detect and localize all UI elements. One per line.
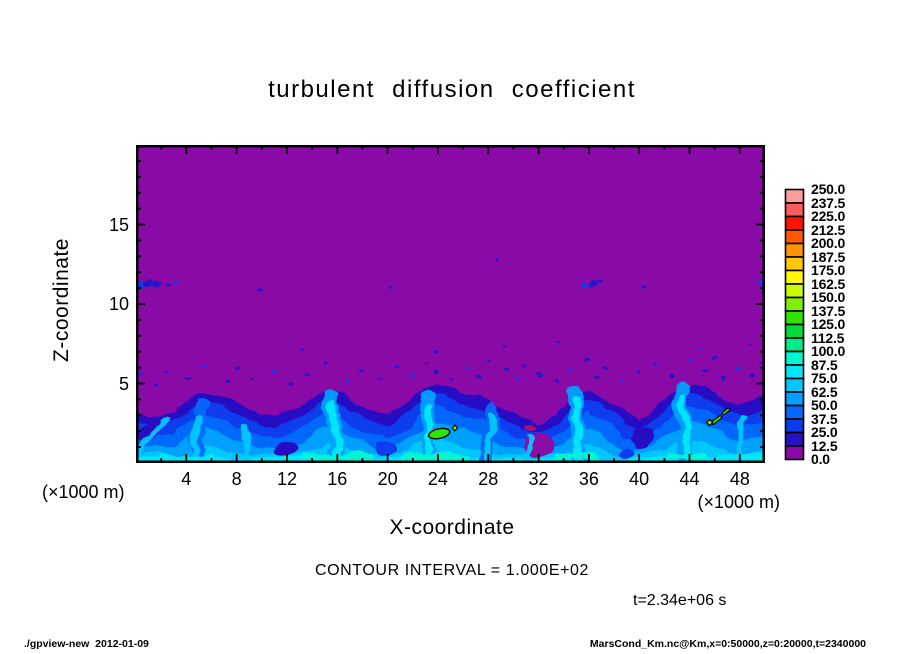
colorbar-tick-label: 87.5 bbox=[811, 356, 838, 373]
y-axis-label: Z-coordinate bbox=[50, 238, 73, 362]
colorbar-tick-label: 75.0 bbox=[811, 370, 838, 386]
x-tick-label: 4 bbox=[181, 469, 192, 489]
colorbar-tick-label: 0.0 bbox=[811, 451, 830, 467]
colorbar-tick-label: 25.0 bbox=[811, 424, 838, 440]
field-specks bbox=[136, 259, 765, 386]
y-tick-label: 15 bbox=[108, 214, 129, 235]
colorbar-tick-label: 200.0 bbox=[811, 235, 846, 251]
colorbar-swatches-svg bbox=[784, 188, 805, 461]
colorbar-tick-label: 250.0 bbox=[811, 181, 846, 197]
colorbar-tick-label: 62.5 bbox=[811, 383, 838, 400]
x-tick-label: 12 bbox=[276, 469, 297, 489]
colorbar-tick-label: 37.5 bbox=[811, 410, 838, 427]
y-axis-unit-label: (×1000 m) bbox=[42, 482, 125, 502]
chart-title: turbulent diffusion coefficient bbox=[268, 76, 636, 103]
y-tick-label: 5 bbox=[118, 373, 129, 394]
footer-datasource: MarsCond_Km.nc@Km,x=0:50000,z=0:20000,t=… bbox=[589, 638, 866, 650]
x-tick-label: 32 bbox=[528, 469, 549, 489]
colorbar-tick-label: 50.0 bbox=[811, 397, 838, 413]
footer-command: ./gpview-new 2012-01-09 bbox=[24, 638, 149, 650]
colorbar-tick-label: 100.0 bbox=[811, 343, 846, 359]
x-axis-label: X-coordinate bbox=[389, 516, 515, 539]
colorbar-tick-label: 237.5 bbox=[811, 194, 846, 211]
colorbar-tick-label: 225.0 bbox=[811, 208, 846, 224]
x-tick-label: 44 bbox=[679, 469, 700, 489]
plot-area-svg bbox=[136, 145, 765, 463]
colorbar-tick-label: 162.5 bbox=[811, 275, 846, 292]
x-tick-label: 20 bbox=[377, 469, 398, 489]
colorbar-tick-label: 150.0 bbox=[811, 289, 846, 305]
field-layers bbox=[136, 380, 765, 463]
time-annotation: t=2.34e+06 s bbox=[633, 592, 727, 609]
y-tick-label: 10 bbox=[108, 294, 129, 314]
x-tick-label: 16 bbox=[327, 469, 348, 489]
colorbar-tick-label: 12.5 bbox=[811, 437, 838, 454]
contour-interval-note: CONTOUR INTERVAL = 1.000E+02 bbox=[314, 562, 590, 579]
x-tick-label: 8 bbox=[231, 469, 242, 489]
x-axis-unit-label: (×1000 m) bbox=[697, 492, 780, 512]
colorbar-cells bbox=[784, 188, 805, 461]
x-tick-label: 48 bbox=[729, 469, 750, 489]
colorbar-tick-label: 125.0 bbox=[811, 316, 846, 332]
colorbar-tick-label: 175.0 bbox=[811, 262, 846, 278]
x-tick-label: 24 bbox=[427, 469, 448, 489]
x-tick-label: 40 bbox=[629, 469, 650, 489]
colorbar-tick-label: 137.5 bbox=[811, 302, 846, 319]
x-tick-label: 28 bbox=[478, 469, 499, 489]
colorbar-tick-label: 112.5 bbox=[811, 329, 845, 346]
plot-frame bbox=[136, 145, 765, 463]
x-tick-label: 36 bbox=[578, 469, 599, 489]
field-hotspots bbox=[427, 407, 731, 440]
colorbar-tick-label: 212.5 bbox=[811, 221, 846, 238]
colorbar-tick-label: 187.5 bbox=[811, 248, 846, 265]
